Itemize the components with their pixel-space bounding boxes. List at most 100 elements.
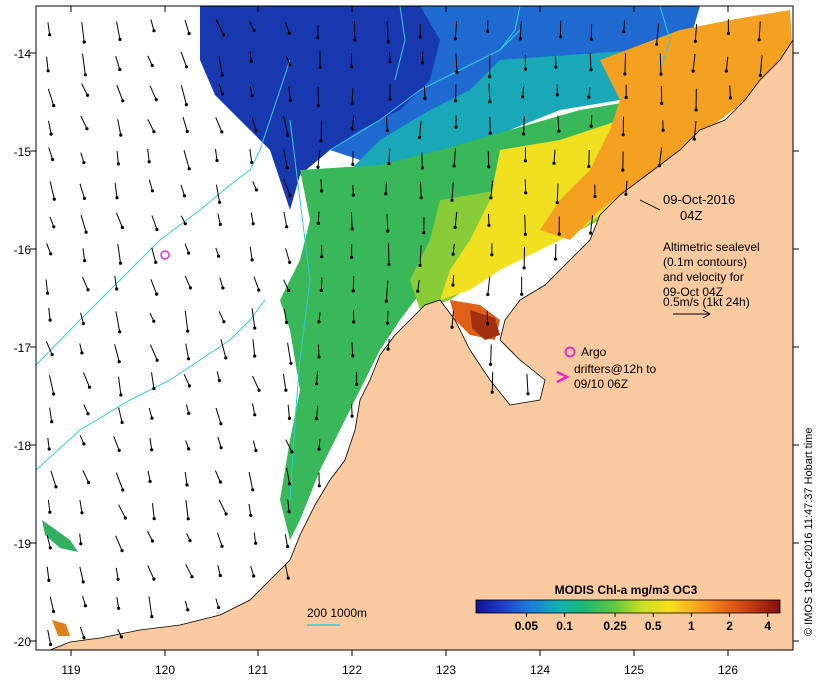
velocity-vector [453, 21, 458, 41]
velocity-vector [48, 307, 52, 322]
velocity-vector [116, 151, 120, 166]
velocity-vector [557, 115, 561, 133]
contour-line [36, 299, 266, 471]
velocity-vector [217, 532, 224, 548]
velocity-vector [218, 499, 228, 516]
velocity-vector [317, 344, 321, 359]
velocity-vector [82, 53, 87, 77]
velocity-vector [217, 437, 223, 450]
velocity-vector [692, 120, 697, 141]
velocity-vector [46, 243, 53, 256]
velocity-vector [282, 373, 288, 392]
velocity-vector [350, 403, 354, 418]
velocity-vector [314, 406, 319, 421]
velocity-vector [450, 182, 454, 202]
velocity-vector [249, 148, 254, 164]
velocity-vector [555, 183, 559, 205]
velocity-vector [589, 52, 593, 72]
velocity-vector [46, 535, 52, 550]
velocity-vector [79, 435, 86, 446]
velocity-vector [691, 53, 696, 73]
velocity-vector [287, 499, 291, 514]
velocity-vector [215, 117, 224, 134]
velocity-vector [385, 116, 389, 133]
velocity-vector [147, 565, 156, 581]
velocity-vector [114, 182, 119, 200]
velocity-vector [587, 87, 591, 99]
velocity-vector [49, 375, 56, 396]
velocity-vector [454, 115, 458, 129]
velocity-vector [487, 213, 491, 227]
velocity-vector [185, 500, 190, 521]
velocity-vector [757, 21, 761, 42]
velocity-vector [117, 119, 123, 137]
velocity-vector [622, 20, 626, 34]
lon-tick-label: 119 [61, 663, 80, 677]
velocity-vector [79, 183, 86, 200]
velocity-vector [116, 21, 122, 42]
colorbar-label: 2 [726, 619, 733, 633]
velocity-vector [518, 21, 522, 41]
argo-float-marker [160, 250, 170, 260]
velocity-vector [283, 149, 289, 170]
velocity-vector [82, 596, 87, 608]
velocity-vector [114, 275, 119, 291]
velocity-vector [115, 535, 124, 553]
chl-dark-red [470, 310, 500, 340]
velocity-vector [186, 533, 192, 543]
lon-tick-label: 123 [436, 663, 456, 677]
velocity-vector [215, 247, 221, 258]
velocity-vector [115, 56, 122, 72]
velocity-vector [147, 530, 155, 543]
velocity-vector [79, 500, 84, 515]
velocity-vector [47, 88, 56, 108]
velocity-vector [180, 85, 188, 107]
velocity-vector [420, 152, 424, 170]
velocity-vector [151, 372, 156, 391]
velocity-vector [558, 20, 563, 39]
info-line: and velocity for [663, 270, 744, 284]
velocity-vector [218, 56, 224, 77]
depth-contour-label: 200 1000m [307, 606, 367, 620]
velocity-scale-arrow [673, 309, 711, 319]
velocity-vector [386, 339, 390, 351]
velocity-vector [118, 407, 124, 425]
velocity-vector [486, 310, 490, 326]
drifter-legend-marker [556, 370, 570, 384]
velocity-vector [487, 151, 491, 169]
velocity-vector [147, 148, 151, 164]
velocity-vector [150, 19, 156, 33]
velocity-vector [283, 309, 289, 324]
velocity-vector [387, 148, 391, 166]
velocity-vector [116, 85, 125, 103]
lat-tick-label: -17 [14, 341, 32, 355]
velocity-vector [151, 215, 159, 232]
contour-line [659, 6, 671, 71]
velocity-vector [49, 596, 56, 614]
velocity-vector [185, 404, 191, 415]
velocity-vector [185, 440, 191, 451]
lon-tick-label: 122 [342, 663, 362, 677]
velocity-vector [184, 310, 190, 333]
credit-text: © IMOS 19-Oct-2016 11:47:37 Hobart time [803, 428, 815, 636]
info-line: (0.1m contours) [663, 255, 747, 269]
velocity-vector [589, 114, 593, 128]
velocity-vector [214, 470, 222, 484]
velocity-vector [81, 83, 90, 97]
velocity-vector [252, 375, 261, 392]
velocity-vector [149, 85, 158, 102]
velocity-vector [352, 310, 356, 324]
plot-frame [35, 5, 794, 651]
velocity-vector [523, 147, 528, 163]
velocity-vector [251, 118, 258, 133]
velocity-vector [320, 178, 324, 193]
velocity-vector [285, 22, 291, 35]
velocity-vector [185, 343, 191, 361]
velocity-vector [351, 342, 355, 358]
velocity-vector [386, 214, 390, 233]
argo-legend-marker [564, 346, 576, 358]
velocity-vector [79, 566, 85, 584]
velocity-vector [728, 85, 733, 100]
datetime-leader [639, 199, 661, 211]
chl-scatter-orange-west [52, 620, 70, 636]
